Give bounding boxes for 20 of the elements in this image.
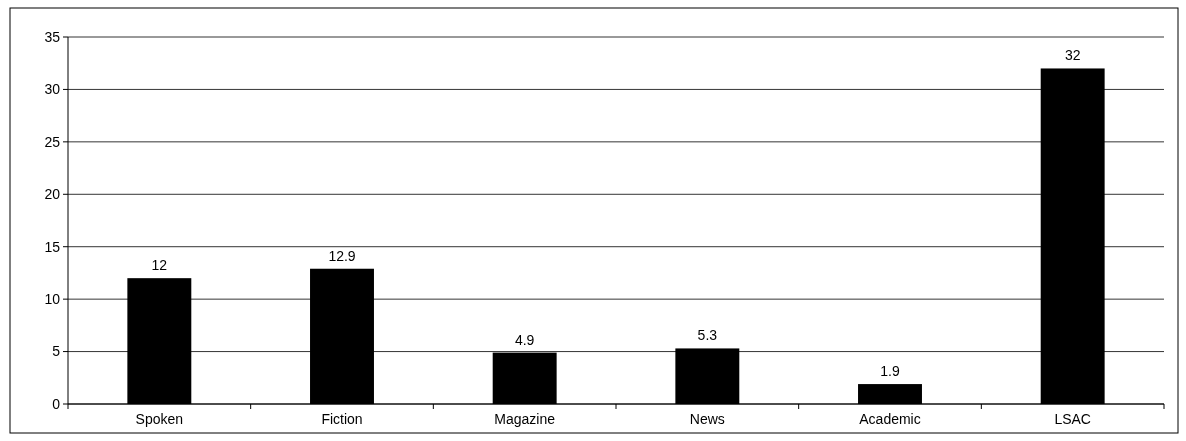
x-tick-label: Academic: [859, 411, 921, 427]
y-tick-label: 15: [44, 238, 61, 255]
x-tick-label: Magazine: [494, 411, 556, 427]
data-label: 4.9: [514, 331, 535, 348]
x-tick-label: LSAC: [1054, 411, 1091, 427]
y-tick-label: 30: [44, 81, 61, 98]
data-label: 1.9: [880, 363, 900, 380]
y-tick-label: 0: [52, 395, 61, 412]
y-tick-label: 20: [44, 186, 61, 203]
data-label: 12: [151, 257, 168, 274]
x-tick-label: News: [689, 411, 725, 427]
y-tick-label: 10: [44, 291, 61, 308]
x-tick-label: Spoken: [135, 411, 184, 427]
data-label: 12.9: [328, 247, 356, 264]
y-tick-label: 25: [44, 133, 61, 150]
y-tick-label: 5: [52, 343, 61, 360]
x-tick-label: Fiction: [321, 411, 363, 427]
data-label: 5.3: [697, 327, 718, 344]
data-label: 32: [1064, 47, 1081, 64]
y-tick-label: 35: [44, 28, 61, 45]
